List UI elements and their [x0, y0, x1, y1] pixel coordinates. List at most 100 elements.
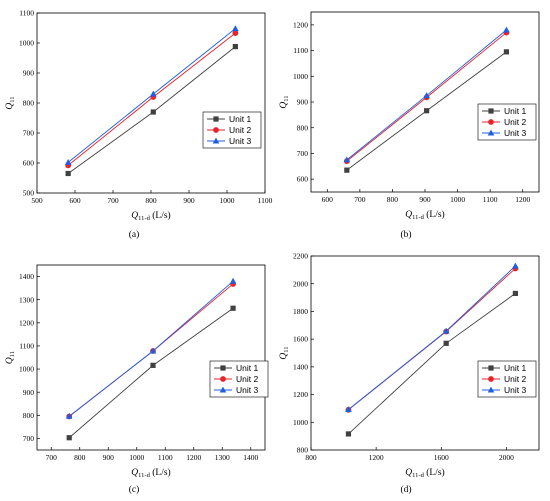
- y-tick-label: 500: [23, 189, 35, 198]
- x-tick-label: 2000: [499, 453, 514, 462]
- x-tick-label: 1200: [186, 453, 201, 462]
- data-point-unit-3: [149, 347, 157, 354]
- x-tick-label: 900: [419, 195, 431, 204]
- x-axis-label: Q11-d (L/s): [131, 467, 170, 479]
- data-point-unit-1: [344, 167, 350, 173]
- data-point-unit-3: [503, 26, 510, 33]
- series-line-unit-3: [68, 280, 234, 417]
- legend-marker-unit-3: [487, 129, 495, 136]
- y-tick-label: 600: [297, 175, 309, 184]
- legend-marker-unit-1: [213, 116, 219, 122]
- x-tick-label: 1300: [215, 453, 230, 462]
- data-point-unit-1: [512, 290, 518, 297]
- data-point-unit-3: [64, 159, 72, 165]
- y-tick-label: 1100: [19, 9, 34, 18]
- x-tick-label: 900: [103, 453, 115, 462]
- x-tick-label: 1000: [220, 196, 235, 205]
- x-tick-label: 700: [107, 196, 119, 205]
- y-tick-label: 800: [23, 411, 35, 420]
- y-tick-label: 1000: [19, 365, 34, 374]
- y-tick-label: 700: [297, 149, 309, 158]
- legend-marker-unit-3: [212, 137, 220, 144]
- legend-label-unit-1: Unit 1: [229, 114, 251, 124]
- data-point-unit-3: [149, 90, 157, 97]
- data-point-unit-3: [345, 406, 352, 413]
- plot-frame: [36, 264, 266, 451]
- x-tick-label: 1100: [258, 196, 273, 205]
- legend-marker-unit-2: [488, 119, 494, 125]
- y-tick-label: 2200: [293, 252, 308, 261]
- y-tick-label: 1400: [19, 272, 34, 281]
- legend-marker-unit-1: [220, 365, 226, 371]
- y-axis-label: Q11: [5, 96, 16, 109]
- y-axis-label: Q11: [279, 346, 290, 359]
- x-axis-label: Q11-d (L/s): [131, 210, 170, 222]
- series-line-unit-1: [68, 307, 234, 439]
- y-tick-label: 1200: [293, 390, 308, 399]
- legend-label-unit-3: Unit 3: [504, 128, 526, 138]
- data-point-unit-1: [503, 49, 510, 55]
- legend-marker-unit-2: [220, 376, 226, 382]
- data-point-unit-1: [232, 44, 238, 50]
- data-point-unit-1: [443, 340, 449, 346]
- legend-label-unit-2: Unit 2: [504, 374, 526, 384]
- x-tick-label: 1400: [243, 453, 258, 462]
- data-point-unit-3: [232, 25, 239, 32]
- data-point-unit-2: [232, 30, 239, 36]
- data-point-unit-1: [66, 435, 72, 441]
- plot-frame: [36, 12, 266, 194]
- legend-label-unit-2: Unit 2: [229, 125, 251, 135]
- y-tick-label: 700: [23, 434, 35, 443]
- y-tick-label: 1200: [19, 318, 34, 327]
- legend-label-unit-1: Unit 1: [504, 106, 526, 116]
- x-tick-label: 1200: [515, 195, 530, 204]
- x-tick-label: 600: [69, 196, 81, 205]
- panel-caption: (c): [129, 484, 140, 495]
- x-tick-label: 800: [387, 195, 399, 204]
- data-point-unit-1: [150, 109, 156, 115]
- panel-caption: (d): [400, 484, 411, 495]
- panel-caption: (b): [400, 229, 411, 240]
- y-axis-label: Q11: [5, 351, 16, 364]
- legend-marker-unit-1: [488, 365, 494, 371]
- y-axis-label: Q11: [279, 95, 290, 108]
- plot-frame: [310, 11, 540, 193]
- legend-label-unit-3: Unit 3: [229, 136, 251, 146]
- legend-label-unit-3: Unit 3: [236, 385, 258, 395]
- x-tick-label: 1200: [369, 453, 384, 462]
- x-tick-label: 700: [354, 195, 366, 204]
- data-point-unit-3: [423, 92, 430, 99]
- data-point-unit-3: [229, 277, 237, 284]
- data-point-unit-1: [150, 362, 156, 368]
- x-tick-label: 800: [305, 453, 317, 462]
- legend-label-unit-2: Unit 2: [504, 117, 526, 127]
- legend-marker-unit-3: [219, 386, 227, 393]
- x-tick-label: 1000: [450, 195, 465, 204]
- plot-frame: [310, 255, 540, 451]
- x-tick-label: 800: [74, 453, 86, 462]
- x-tick-label: 500: [31, 196, 43, 205]
- chart-panel-d: 800 1200 1600 2000 800 1000 1200 1400 1600 1800 20…: [279, 252, 540, 495]
- legend-label-unit-3: Unit 3: [504, 385, 526, 395]
- legend-marker-unit-2: [488, 376, 494, 382]
- panel-caption: (a): [129, 229, 140, 240]
- legend-marker-unit-2: [213, 127, 219, 133]
- x-axis-label: Q11-d (L/s): [405, 467, 444, 479]
- x-tick-label: 1100: [158, 453, 173, 462]
- x-tick-label: 1100: [483, 195, 498, 204]
- y-tick-label: 1200: [293, 20, 308, 29]
- data-point-unit-3: [512, 262, 519, 269]
- data-point-unit-1: [230, 305, 236, 311]
- y-tick-label: 900: [23, 69, 35, 78]
- legend-marker-unit-3: [487, 386, 495, 393]
- data-point-unit-1: [65, 170, 71, 177]
- y-tick-label: 800: [297, 446, 309, 455]
- legend-label-unit-1: Unit 1: [504, 363, 526, 373]
- data-point-unit-3: [65, 412, 73, 419]
- y-tick-label: 1000: [19, 39, 34, 48]
- chart-panel-b: 600 700 800 900 1000 1100 1200 600 700 800 900 1000…: [279, 11, 540, 240]
- legend-marker-unit-1: [488, 108, 494, 114]
- x-tick-label: 1600: [434, 453, 449, 462]
- y-tick-label: 1100: [293, 46, 308, 55]
